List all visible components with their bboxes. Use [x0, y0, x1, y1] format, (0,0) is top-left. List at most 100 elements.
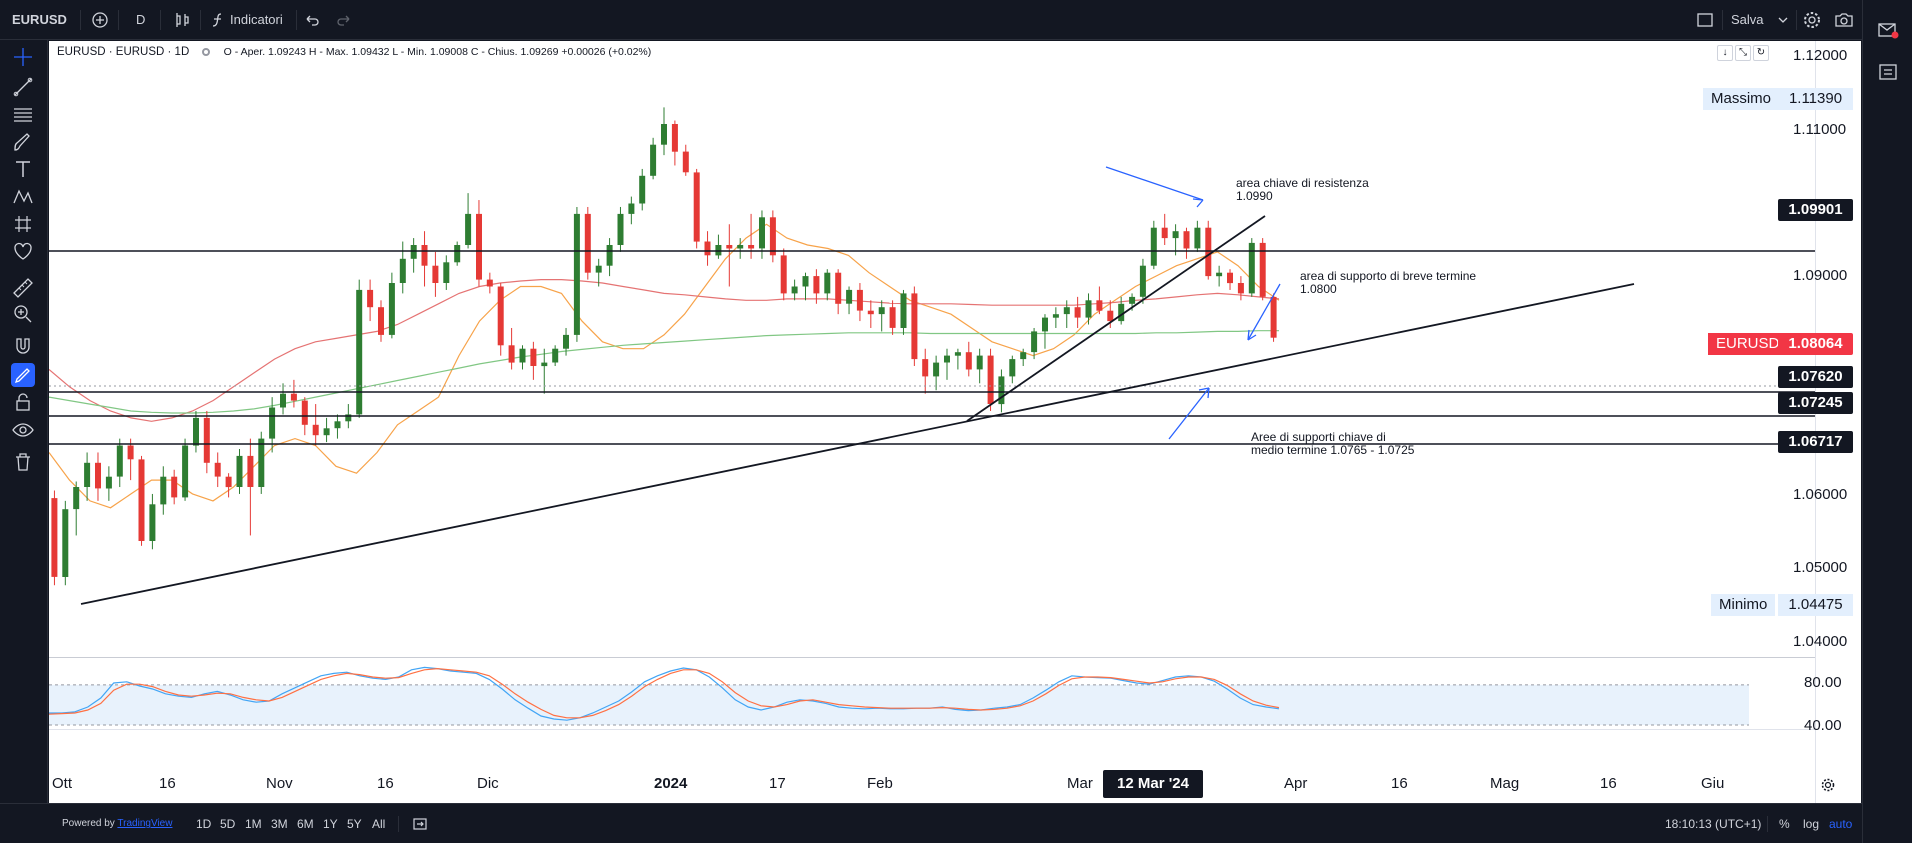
- candle-bear: [693, 172, 700, 242]
- range-3m-button[interactable]: 3M: [271, 817, 288, 831]
- legend-low-label: L - Min.: [392, 46, 428, 58]
- time-tick: Apr: [1284, 775, 1308, 792]
- time-scale-settings-icon[interactable]: [1820, 777, 1836, 793]
- candle-bull: [345, 414, 352, 422]
- range-1m-button[interactable]: 1M: [245, 817, 262, 831]
- time-tick: Ott: [52, 775, 73, 792]
- toolbar-divider: [118, 10, 119, 30]
- watchlist-icon[interactable]: [1877, 62, 1899, 82]
- eye-icon[interactable]: [11, 418, 35, 442]
- candle-bull: [160, 476, 167, 505]
- price-tick: 1.06000: [1793, 486, 1848, 503]
- trash-icon[interactable]: [11, 450, 35, 474]
- candle-bull: [1150, 227, 1157, 266]
- candle-bear: [203, 417, 210, 463]
- trend-line-icon[interactable]: [11, 75, 35, 99]
- forecast-icon[interactable]: [11, 212, 35, 236]
- range-5d-button[interactable]: 5D: [220, 817, 236, 831]
- log-scale-button[interactable]: log: [1803, 817, 1820, 831]
- stay-in-drawing-mode-icon[interactable]: [11, 363, 35, 387]
- toolbar-divider: [200, 10, 201, 30]
- indicators-icon[interactable]: [210, 10, 226, 30]
- legend-low-value: 1.09008: [429, 46, 468, 58]
- symbol-search-button[interactable]: EURUSD: [12, 12, 67, 27]
- range-5y-button[interactable]: 5Y: [347, 817, 362, 831]
- candle-bull: [1031, 331, 1038, 353]
- crosshair-date-label: 12 Mar '24: [1103, 770, 1203, 798]
- indicators-button[interactable]: Indicatori: [230, 12, 283, 27]
- zoom-in-icon[interactable]: [11, 302, 35, 326]
- candle-bull: [737, 245, 744, 249]
- magnet-icon[interactable]: [11, 335, 35, 359]
- range-6m-button[interactable]: 6M: [297, 817, 314, 831]
- date-range-icon[interactable]: [412, 816, 428, 832]
- camera-icon[interactable]: [1834, 10, 1854, 30]
- candle-bear: [1183, 231, 1190, 249]
- range-1d-button[interactable]: 1D: [196, 817, 212, 831]
- redo-icon[interactable]: [336, 10, 352, 30]
- legend-title[interactable]: EURUSD · EURUSD · 1D: [57, 46, 190, 58]
- horizontal-lines-icon[interactable]: [11, 103, 35, 127]
- toolbar-divider: [296, 10, 297, 30]
- arrow-medium-support-head: [1198, 387, 1210, 399]
- legend-close-label: C - Chius.: [470, 46, 518, 58]
- candle-bull: [356, 289, 363, 415]
- price-chart[interactable]: [49, 41, 1861, 803]
- time-tick: Nov: [266, 775, 293, 792]
- chart-area[interactable]: EURUSD · EURUSD · 1D O - Aper. 1.09243 H…: [49, 41, 1861, 803]
- refresh-icon[interactable]: ↻: [1753, 45, 1769, 61]
- moving-average-line: [49, 330, 1279, 414]
- messages-icon[interactable]: [1877, 20, 1899, 40]
- candle-bull: [443, 262, 450, 283]
- percent-scale-button[interactable]: %: [1779, 817, 1790, 831]
- clock-text[interactable]: 18:10:13 (UTC+1): [1665, 817, 1762, 831]
- lock-icon[interactable]: [11, 390, 35, 414]
- candle-bull: [573, 213, 580, 335]
- pane-separator: [49, 657, 1815, 658]
- time-tick: 16: [159, 775, 176, 792]
- favorite-heart-icon[interactable]: [11, 239, 35, 263]
- collapse-icon[interactable]: ⤡: [1735, 45, 1751, 61]
- text-tool-icon[interactable]: [11, 157, 35, 181]
- compare-add-icon[interactable]: [90, 10, 110, 30]
- candle-bull: [998, 376, 1005, 405]
- annotation-medium-support[interactable]: Aree di supporti chiave di medio termine…: [1251, 431, 1414, 457]
- candle-bull: [258, 438, 265, 487]
- interval-button[interactable]: D: [136, 12, 146, 27]
- candles-chart-type-icon[interactable]: [172, 10, 192, 30]
- candle-bear: [813, 276, 820, 294]
- annotation-medium-support-line2: medio termine 1.0765 - 1.0725: [1251, 443, 1415, 457]
- annotation-resistance[interactable]: area chiave di resistenza 1.0990: [1236, 177, 1369, 203]
- candle-bull: [236, 455, 243, 487]
- candle-bear: [1259, 242, 1266, 297]
- arrow-down-icon[interactable]: ↓: [1717, 45, 1733, 61]
- auto-scale-button[interactable]: auto: [1829, 817, 1853, 831]
- range-1y-button[interactable]: 1Y: [323, 817, 338, 831]
- candle-bear: [95, 462, 101, 489]
- support-price-label: 1.07245: [1778, 392, 1853, 414]
- range-all-button[interactable]: All: [372, 817, 386, 831]
- max-label: Massimo: [1703, 88, 1780, 110]
- save-button[interactable]: Salva: [1731, 12, 1764, 27]
- support-price-label: 1.07620: [1778, 366, 1853, 388]
- price-tick: 1.12000: [1793, 47, 1848, 64]
- tradingview-link[interactable]: TradingView: [117, 818, 173, 829]
- layout-square-icon[interactable]: [1696, 10, 1714, 30]
- settings-gear-icon[interactable]: [1802, 10, 1822, 30]
- brush-icon[interactable]: [11, 130, 35, 154]
- chevron-down-icon[interactable]: [1776, 10, 1790, 30]
- crosshair-icon[interactable]: [11, 45, 35, 69]
- moving-average-line: [49, 279, 1280, 422]
- time-tick: Dic: [477, 775, 499, 792]
- pattern-icon[interactable]: [11, 185, 35, 209]
- toolbar-divider: [1767, 816, 1768, 832]
- powered-by-text: Powered by: [62, 818, 115, 829]
- candle-bear: [1227, 272, 1233, 284]
- candle-bear: [584, 213, 591, 273]
- price-scale-border: [1815, 41, 1816, 803]
- annotation-short-support[interactable]: area di supporto di breve termine 1.0800: [1300, 270, 1476, 296]
- candle-bull: [933, 362, 940, 377]
- undo-icon[interactable]: [304, 10, 320, 30]
- ruler-icon[interactable]: [11, 276, 35, 300]
- time-tick: Mag: [1490, 775, 1520, 792]
